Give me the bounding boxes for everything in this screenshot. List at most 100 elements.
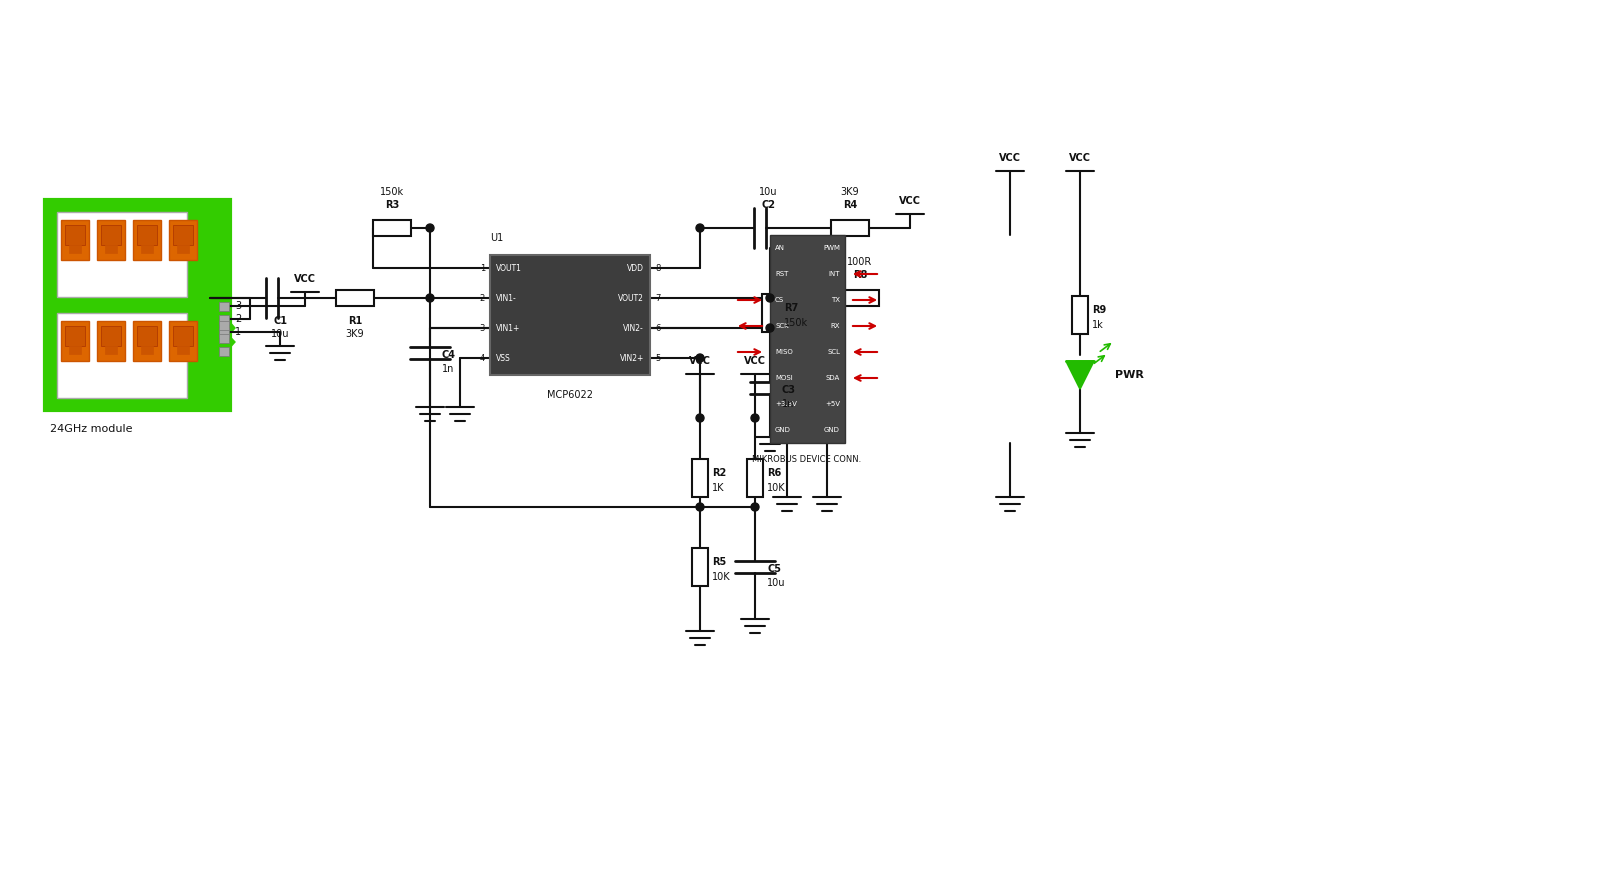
Text: 1k: 1k	[1092, 320, 1103, 330]
Text: PWM: PWM	[823, 245, 839, 251]
Text: 2: 2	[235, 314, 241, 324]
Bar	[336, 290, 374, 306]
Text: 1: 1	[235, 327, 241, 337]
Text: C2: C2	[761, 200, 776, 210]
Text: 150k: 150k	[381, 187, 405, 197]
Bar	[133, 321, 161, 361]
Bar	[169, 321, 197, 361]
Text: 150k: 150k	[784, 318, 807, 328]
Bar	[58, 313, 187, 398]
Text: C4: C4	[441, 350, 456, 360]
Bar	[219, 315, 229, 324]
Text: TX: TX	[831, 297, 839, 303]
Text: R6: R6	[768, 468, 782, 478]
Text: 1K: 1K	[712, 483, 724, 493]
Text: R8: R8	[852, 270, 867, 280]
Text: VDD: VDD	[627, 264, 644, 273]
Text: VCC: VCC	[1070, 153, 1091, 163]
Bar	[106, 346, 117, 354]
Bar	[771, 235, 844, 443]
Bar	[692, 459, 708, 497]
Text: R1: R1	[349, 316, 361, 326]
Text: SDA: SDA	[825, 375, 839, 381]
Bar	[831, 220, 868, 236]
Text: C3: C3	[782, 385, 796, 395]
Text: MISO: MISO	[776, 349, 793, 355]
Text: RX: RX	[830, 323, 839, 329]
Text: VCC: VCC	[689, 356, 712, 366]
Text: 10K: 10K	[768, 483, 785, 493]
Bar	[98, 220, 125, 260]
Text: INT: INT	[828, 271, 839, 277]
Bar	[747, 459, 763, 497]
Text: 6: 6	[656, 323, 660, 333]
Text: R3: R3	[385, 200, 400, 210]
Text: 8: 8	[656, 264, 660, 273]
Bar	[69, 346, 82, 354]
Text: 100R: 100R	[847, 257, 873, 267]
Bar	[98, 321, 125, 361]
Text: 4: 4	[480, 354, 484, 362]
Bar	[69, 245, 82, 253]
Polygon shape	[209, 299, 235, 357]
Bar	[219, 328, 229, 337]
Text: VIN1+: VIN1+	[496, 323, 520, 333]
Bar	[489, 255, 651, 375]
Text: CS: CS	[776, 297, 784, 303]
Polygon shape	[1067, 361, 1094, 389]
Text: R7: R7	[784, 303, 798, 313]
Bar	[841, 290, 879, 306]
Text: +5V: +5V	[825, 401, 839, 407]
Bar	[138, 326, 157, 346]
Text: 7: 7	[656, 294, 660, 302]
Text: VCC: VCC	[294, 274, 317, 284]
Text: R2: R2	[712, 468, 726, 478]
Text: VCC: VCC	[744, 356, 766, 366]
Text: GND: GND	[776, 427, 792, 433]
Text: 1n: 1n	[441, 364, 454, 374]
Bar	[61, 321, 90, 361]
Text: VIN2-: VIN2-	[624, 323, 644, 333]
Bar	[173, 326, 193, 346]
Circle shape	[752, 414, 760, 422]
Bar	[66, 326, 85, 346]
Text: 3: 3	[235, 301, 241, 311]
Text: 24GHz module: 24GHz module	[50, 424, 133, 434]
Circle shape	[696, 503, 704, 511]
Text: SCK: SCK	[776, 323, 788, 329]
Text: 5: 5	[656, 354, 660, 362]
Circle shape	[425, 224, 433, 232]
Bar	[138, 225, 157, 245]
Text: VOUT1: VOUT1	[496, 264, 521, 273]
Text: GND: GND	[823, 427, 839, 433]
Bar	[61, 220, 90, 260]
Bar	[58, 212, 187, 297]
Bar	[169, 220, 197, 260]
Circle shape	[696, 224, 704, 232]
Text: SCL: SCL	[827, 349, 839, 355]
Bar	[141, 245, 154, 253]
Bar	[106, 245, 117, 253]
Text: R5: R5	[712, 557, 726, 567]
Text: VCC: VCC	[899, 196, 921, 206]
Text: VIN2+: VIN2+	[620, 354, 644, 362]
Polygon shape	[209, 315, 235, 370]
Bar	[219, 302, 229, 311]
Text: VOUT2: VOUT2	[619, 294, 644, 302]
Text: 10u: 10u	[270, 329, 289, 339]
Bar	[173, 225, 193, 245]
Text: 1n: 1n	[782, 399, 795, 409]
Bar	[373, 220, 411, 236]
Text: 10u: 10u	[760, 187, 777, 197]
Text: U1: U1	[489, 233, 504, 243]
Bar	[101, 225, 122, 245]
Circle shape	[752, 503, 760, 511]
Bar	[101, 326, 122, 346]
Text: 10u: 10u	[768, 578, 785, 588]
Text: RST: RST	[776, 271, 788, 277]
Text: MIKROBUS DEVICE CONN.: MIKROBUS DEVICE CONN.	[753, 455, 862, 464]
Text: 10K: 10K	[712, 572, 731, 582]
Text: MCP6022: MCP6022	[547, 390, 593, 400]
Text: R4: R4	[843, 200, 857, 210]
Circle shape	[766, 294, 774, 302]
